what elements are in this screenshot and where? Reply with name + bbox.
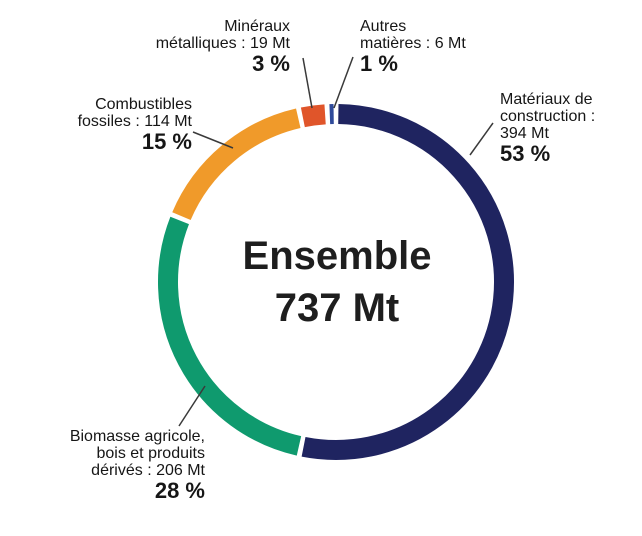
label-biomasse-line1: Biomasse agricole, — [69, 428, 205, 445]
label-mineraux-line1: Minéraux — [224, 18, 290, 35]
center-value: 737 Mt — [274, 286, 400, 330]
label-construction-percent: 53 % — [500, 141, 551, 166]
label-construction-line1: Matériaux de — [500, 91, 593, 108]
center-label: Ensemble — [242, 234, 432, 278]
donut-slice-0 — [301, 104, 514, 460]
label-fossiles-line1: Combustibles — [95, 96, 192, 113]
label-mineraux-line2: métalliques : 19 Mt — [155, 35, 290, 52]
leader-line-construction — [469, 122, 494, 156]
donut-slice-1 — [158, 216, 302, 456]
donut-slice-2 — [172, 108, 301, 221]
label-autres-line2: matières : 6 Mt — [360, 35, 466, 52]
label-biomasse: Biomasse agricole, bois et produits déri… — [0, 428, 205, 502]
leader-line-fossiles — [192, 131, 234, 149]
label-construction-line3: 394 Mt — [500, 125, 549, 142]
leader-line-autres — [333, 56, 354, 109]
label-biomasse-percent: 28 % — [154, 478, 205, 503]
label-autres-percent: 1 % — [360, 51, 398, 76]
donut-slices — [158, 104, 514, 460]
donut-slice-3 — [300, 104, 326, 128]
label-construction: Matériaux de construction : 394 Mt 53 % — [500, 91, 595, 165]
label-biomasse-line3: dérivés : 206 Mt — [91, 462, 205, 479]
label-biomasse-line2: bois et produits — [96, 445, 205, 462]
leader-line-mineraux — [302, 57, 313, 109]
leader-lines — [178, 56, 494, 427]
label-mineraux: Minéraux métalliques : 19 Mt 3 % — [60, 18, 290, 75]
label-autres: Autres matières : 6 Mt 1 % — [360, 18, 466, 75]
label-fossiles-percent: 15 % — [141, 129, 192, 154]
label-construction-line2: construction : — [500, 108, 596, 125]
label-fossiles: Combustibles fossiles : 114 Mt 15 % — [0, 96, 192, 153]
label-autres-line1: Autres — [360, 18, 407, 35]
label-fossiles-line2: fossiles : 114 Mt — [77, 113, 192, 130]
leader-line-biomasse — [178, 385, 206, 427]
label-mineraux-percent: 3 % — [252, 51, 290, 76]
